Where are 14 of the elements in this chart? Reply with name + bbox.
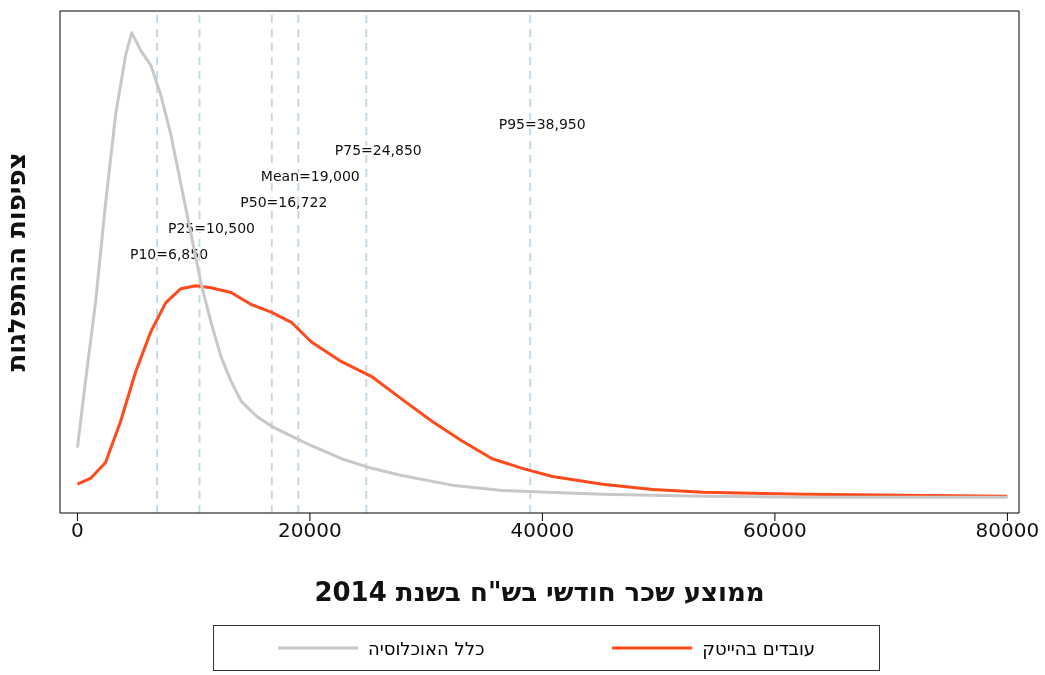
legend-label: עובדים בהייטק: [702, 637, 816, 659]
x-tick-label: 40000: [510, 518, 575, 543]
ref-line-label: P75=24,850: [334, 142, 422, 158]
x-axis-title: ממוצע שכר חודשי בש"ח בשנת 2014: [314, 577, 765, 607]
x-tick-label: 80000: [975, 518, 1040, 543]
ref-line-label: P50=16,722: [240, 194, 328, 210]
legend-label: כלל האוכלוסיה: [367, 637, 485, 659]
ref-line-label: P95=38,950: [498, 116, 586, 132]
ref-line-label: P25=10,500: [168, 220, 255, 236]
x-tick-label: 60000: [743, 518, 807, 543]
ref-line-label: Mean=19,000: [260, 168, 360, 184]
ref-line-label: P10=6,850: [130, 246, 209, 262]
x-tick-label: 0: [71, 518, 84, 543]
x-tick-label: 20000: [278, 518, 342, 543]
